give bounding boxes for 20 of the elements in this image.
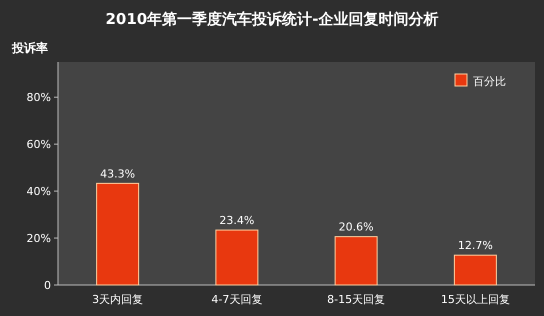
bar [334,236,378,286]
x-tick-label: 3天内回复 [92,293,144,306]
y-tick-label: 60% [26,138,51,152]
data-label: 23.4% [219,214,254,228]
chart-title: 2010年第一季度汽车投诉统计-企业回复时间分析 [106,10,438,28]
bar [96,182,140,286]
x-tick-label: 4-7天回复 [211,293,262,306]
data-label: 20.6% [338,220,374,234]
y-axis-title: 投诉率 [11,41,48,55]
data-label: 43.3% [100,167,136,180]
y-tick-label: 20% [26,232,51,246]
y-tick-label: 0 [44,279,51,292]
legend-label: 百分比 [473,75,506,88]
x-tick-label: 15天以上回复 [440,293,510,306]
bar [215,230,258,286]
x-tick-label: 8-15天回复 [327,293,386,306]
y-tick-label: 40% [26,185,51,198]
data-label: 12.7% [458,239,493,252]
y-tick-label: 80% [26,91,51,104]
bar [454,254,497,286]
